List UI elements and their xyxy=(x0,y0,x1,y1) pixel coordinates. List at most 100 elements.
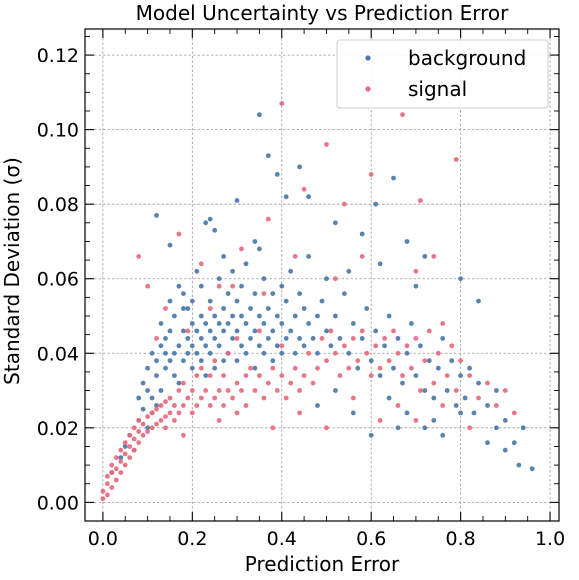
background-point xyxy=(346,350,352,356)
background-point xyxy=(368,432,374,438)
background-point xyxy=(136,395,142,401)
background-point xyxy=(167,358,173,364)
legend-marker-signal xyxy=(365,86,371,92)
x-tick-label: 0.0 xyxy=(88,528,118,550)
signal-point xyxy=(265,216,271,222)
background-point xyxy=(511,440,517,446)
y-tick-label: 0.02 xyxy=(37,418,79,440)
background-point xyxy=(324,328,329,334)
background-point xyxy=(283,194,289,200)
background-point xyxy=(234,328,240,334)
background-point xyxy=(163,350,168,356)
legend-label-background: background xyxy=(408,46,526,70)
background-point xyxy=(350,410,356,416)
background-point xyxy=(467,365,472,371)
signal-point xyxy=(333,276,338,282)
signal-point xyxy=(458,358,463,364)
x-tick-label: 1.0 xyxy=(535,528,565,550)
background-point xyxy=(315,313,320,319)
signal-point xyxy=(324,142,329,147)
signal-point xyxy=(127,455,133,460)
background-point xyxy=(212,313,218,319)
background-point xyxy=(203,343,209,349)
background-point xyxy=(283,298,289,304)
background-point xyxy=(476,380,481,386)
signal-point xyxy=(261,395,267,401)
signal-point xyxy=(136,440,142,446)
background-point xyxy=(315,350,320,356)
background-point xyxy=(181,291,186,296)
background-point xyxy=(230,268,236,274)
signal-point xyxy=(154,406,159,412)
signal-point xyxy=(207,373,213,378)
background-point xyxy=(413,283,419,289)
background-point xyxy=(198,313,204,319)
background-point xyxy=(297,164,302,170)
background-point xyxy=(243,261,249,267)
background-point xyxy=(283,336,289,341)
background-point xyxy=(198,283,204,289)
background-point xyxy=(270,328,276,334)
signal-point xyxy=(140,421,146,427)
background-point xyxy=(494,425,499,431)
signal-point xyxy=(109,462,115,468)
signal-point xyxy=(377,418,383,423)
signal-point xyxy=(315,365,320,371)
signal-point xyxy=(118,470,124,475)
signal-point xyxy=(212,358,218,364)
background-point xyxy=(221,358,227,364)
background-point xyxy=(382,343,387,349)
signal-point xyxy=(239,246,244,252)
background-point xyxy=(140,406,146,412)
signal-point xyxy=(189,410,195,416)
background-point xyxy=(252,291,258,296)
signal-point xyxy=(270,365,276,371)
signal-point xyxy=(221,373,227,378)
signal-point xyxy=(261,291,267,296)
signal-point xyxy=(265,380,271,386)
signal-point xyxy=(274,388,280,393)
signal-point xyxy=(203,388,209,393)
background-point xyxy=(189,343,195,349)
signal-point xyxy=(122,451,128,457)
background-point xyxy=(167,298,173,304)
background-point xyxy=(207,328,213,334)
background-point xyxy=(158,321,164,326)
signal-point xyxy=(216,283,222,289)
background-point xyxy=(359,336,365,341)
background-point xyxy=(265,153,271,159)
background-point xyxy=(279,283,285,289)
background-point xyxy=(462,395,468,401)
signal-point xyxy=(100,488,106,494)
background-point xyxy=(422,388,428,393)
background-point xyxy=(391,365,396,371)
signal-point xyxy=(131,425,137,431)
signal-point xyxy=(176,388,182,393)
background-point xyxy=(333,388,338,393)
background-point xyxy=(176,343,182,349)
signal-point xyxy=(297,410,302,416)
signal-point xyxy=(181,403,186,408)
background-point xyxy=(207,216,213,222)
signal-point xyxy=(364,350,370,356)
signal-point xyxy=(105,492,110,498)
background-point xyxy=(203,321,209,326)
signal-point xyxy=(163,425,168,431)
signal-point xyxy=(449,343,455,349)
signal-point xyxy=(324,358,329,364)
signal-point xyxy=(355,358,361,364)
signal-point xyxy=(127,444,133,449)
signal-point xyxy=(494,403,499,408)
background-point xyxy=(145,365,151,371)
background-point xyxy=(198,358,204,364)
background-point xyxy=(172,313,177,319)
signal-point xyxy=(109,485,115,490)
signal-point xyxy=(194,403,200,408)
signal-point xyxy=(225,350,231,356)
background-point xyxy=(426,358,432,364)
signal-point xyxy=(350,395,356,401)
background-point xyxy=(274,172,280,177)
background-point xyxy=(377,261,383,267)
signal-point xyxy=(230,283,236,289)
signal-point xyxy=(306,350,311,356)
